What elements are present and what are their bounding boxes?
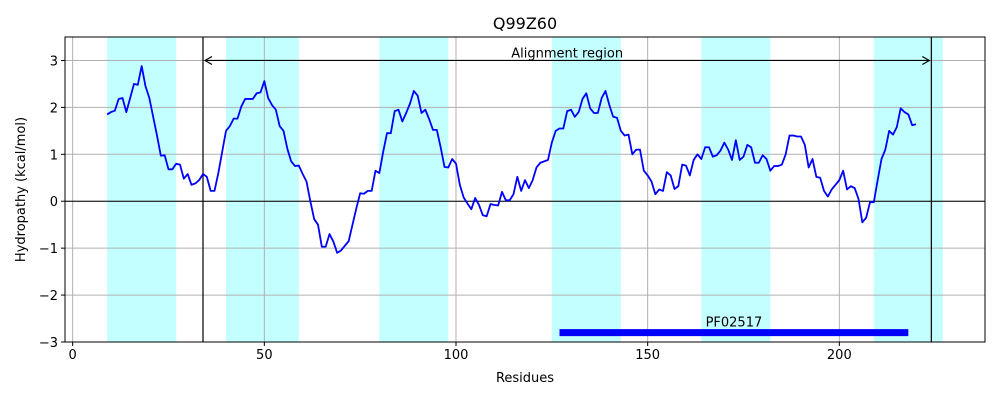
plot-frame [64, 36, 986, 343]
y-tick-label: −1 [39, 242, 58, 257]
alignment-arrow-right-head [922, 55, 931, 65]
y-tick-label: 2 [50, 101, 58, 116]
x-tick-label: 100 [444, 348, 469, 363]
x-tick-label: 0 [69, 348, 77, 363]
y-tick-label: −2 [39, 289, 58, 304]
x-tick-label: 50 [256, 348, 273, 363]
y-tick-label: −3 [39, 336, 58, 351]
tm-band-5 [701, 37, 771, 342]
alignment-region-label: Alignment region [511, 46, 623, 61]
tm-band-1 [107, 37, 177, 342]
y-tick-label: 0 [50, 195, 58, 210]
y-tick-label: 1 [50, 148, 58, 163]
domain-annotations: PF02517 [559, 316, 909, 337]
x-tick-label: 150 [635, 348, 660, 363]
chart-title: Q99Z60 [493, 14, 557, 33]
x-tick-label: 200 [827, 348, 852, 363]
tm-band-6 [873, 37, 943, 342]
hydropathy-line [106, 65, 917, 254]
alignment-arrow-left-head [203, 55, 213, 65]
tm-band-2 [226, 37, 299, 342]
domain-label: PF02517 [706, 316, 763, 331]
tm-band-4 [551, 37, 621, 342]
x-axis-ticks: 0 50 100 150 200 [69, 342, 852, 363]
alignment-region: Alignment region [202, 37, 932, 342]
y-axis-label: Hydropathy (kcal/mol) [14, 117, 29, 262]
transmembrane-bands [107, 37, 943, 342]
series-group [106, 65, 917, 254]
x-axis-label: Residues [496, 371, 554, 386]
tm-band-3 [379, 37, 449, 342]
y-axis-ticks: −3 −2 −1 0 1 2 3 [39, 54, 65, 351]
y-tick-label: 3 [50, 54, 58, 69]
